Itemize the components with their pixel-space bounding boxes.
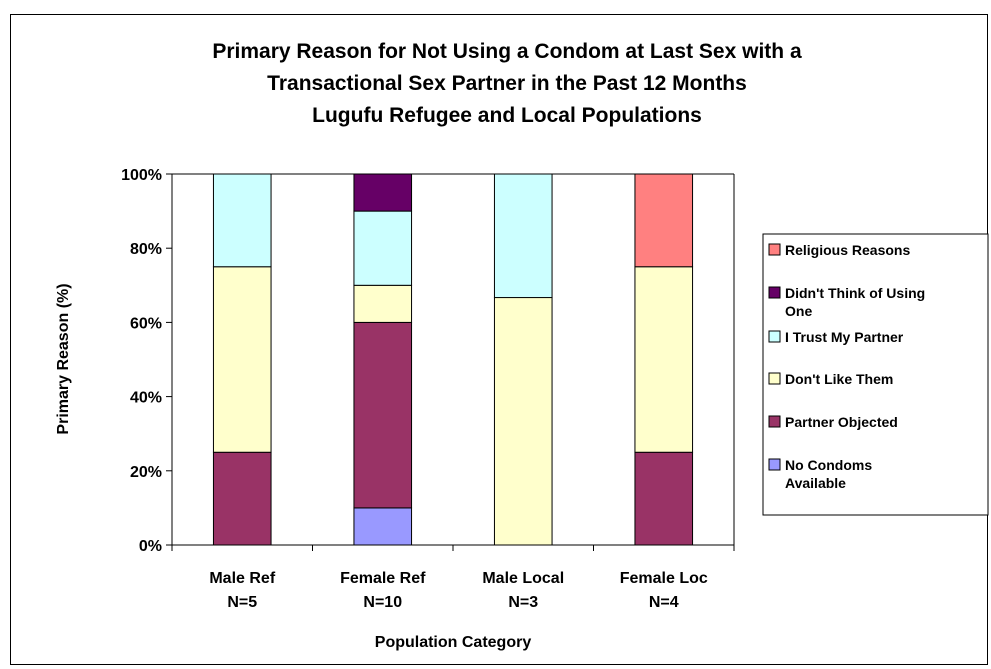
bar-3-segment-4: [493, 173, 553, 299]
legend-swatch-6: [768, 458, 781, 471]
legend-label-4-line-1: Don't Like Them: [785, 371, 893, 387]
legend-label-5-line-1: Partner Objected: [785, 414, 898, 430]
legend-box: [762, 233, 989, 516]
y-tick-label-0: 0%: [139, 538, 162, 555]
x-category-label-4-line-2: N=4: [649, 594, 679, 611]
bar-2-segment-1: [353, 507, 413, 546]
legend-swatch-2: [768, 286, 781, 299]
bar-1-segment-3: [212, 266, 272, 453]
y-tick-label-5: 100%: [121, 167, 162, 184]
bar-3-segment-3: [493, 297, 553, 546]
legend-swatch-3: [768, 330, 781, 343]
bar-2-segment-2: [353, 321, 413, 509]
y-tick-label-1: 20%: [130, 464, 162, 481]
bar-2-segment-5: [353, 173, 413, 212]
legend-swatch-4: [768, 372, 781, 385]
bar-2-segment-4: [353, 210, 413, 286]
x-category-label-2-line-2: N=10: [363, 594, 402, 611]
y-tick-label-4: 80%: [130, 241, 162, 258]
legend-label-2-line-1: Didn't Think of Using: [785, 285, 925, 301]
legend-swatch-5: [768, 415, 781, 428]
x-category-label-1-line-1: Male Ref: [209, 570, 275, 587]
bar-4-segment-3: [634, 266, 694, 453]
bar-4-segment-2: [634, 451, 694, 546]
x-category-label-1-line-2: N=5: [227, 594, 257, 611]
bar-4-segment-6: [634, 173, 694, 268]
legend-label-6-line-1: No Condoms: [785, 457, 872, 473]
x-category-label-3-line-2: N=3: [508, 594, 538, 611]
legend-label-6-line-2: Available: [785, 475, 846, 491]
x-category-label-3-line-1: Male Local: [482, 570, 564, 587]
legend-label-2-line-2: One: [785, 303, 812, 319]
bar-1-segment-4: [212, 173, 272, 268]
chart-title-line-2: Transactional Sex Partner in the Past 12…: [267, 72, 747, 95]
y-tick-label-2: 40%: [130, 390, 162, 407]
y-tick-label-3: 60%: [130, 315, 162, 332]
legend-swatch-1: [768, 243, 781, 256]
x-category-label-4-line-1: Female Loc: [620, 570, 708, 587]
x-axis-title: Population Category: [375, 634, 532, 651]
bar-1-segment-2: [212, 451, 272, 546]
x-category-label-2-line-1: Female Ref: [340, 570, 426, 587]
chart-title-line-3: Lugufu Refugee and Local Populations: [312, 104, 702, 127]
y-axis-title: Primary Reason (%): [55, 283, 72, 434]
bar-2-segment-3: [353, 284, 413, 323]
chart-title-line-1: Primary Reason for Not Using a Condom at…: [212, 40, 802, 63]
legend-label-3-line-1: I Trust My Partner: [785, 329, 904, 345]
legend-label-1-line-1: Religious Reasons: [785, 242, 910, 258]
